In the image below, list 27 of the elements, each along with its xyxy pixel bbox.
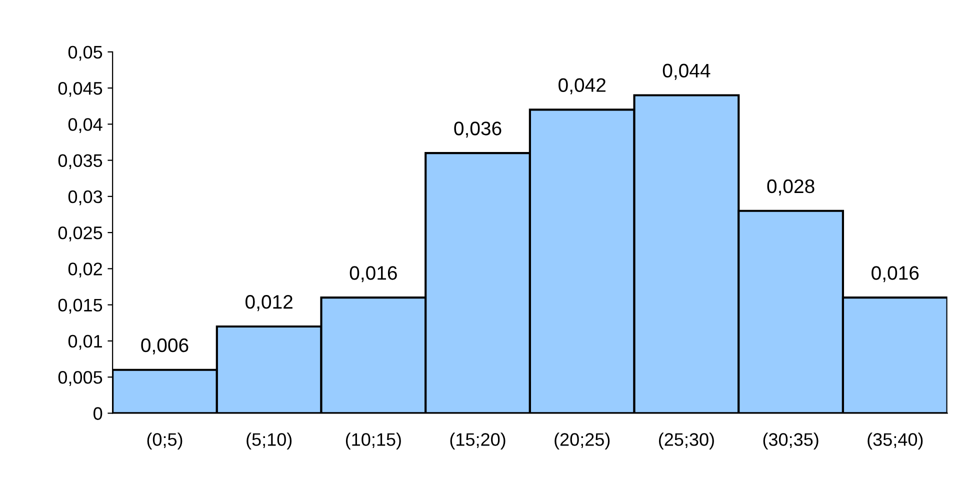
y-tick-label: 0,05	[68, 46, 102, 61]
x-tick-label: (20;25)	[554, 432, 610, 450]
data-label: 0,028	[767, 179, 814, 196]
data-label: 0,036	[454, 122, 502, 138]
x-tick-label: (30;35)	[763, 432, 818, 450]
x-tick-label: (10;15)	[346, 432, 401, 450]
y-tick-label: 0	[94, 407, 102, 420]
data-label: 0,044	[662, 64, 710, 80]
y-tick-label: 0,005	[58, 371, 102, 386]
x-tick-label: (35;40)	[868, 432, 923, 450]
x-tick-label: (5;10)	[246, 432, 292, 450]
y-tick-label: 0,01	[68, 334, 102, 350]
data-label: 0,016	[350, 266, 397, 282]
data-label: 0,006	[141, 338, 188, 354]
y-tick-label: 0,02	[68, 262, 102, 278]
y-tick-label: 0,025	[58, 226, 102, 242]
data-label: 0,042	[558, 78, 606, 94]
y-tick-label: 0,015	[58, 298, 102, 314]
x-tick-label: (15;20)	[450, 432, 506, 450]
y-tick-label: 0,03	[68, 190, 102, 206]
data-label: 0,012	[246, 295, 292, 312]
data-label: 0,016	[872, 266, 919, 282]
y-tick-label: 0,035	[58, 154, 102, 170]
x-tick-label: (25;30)	[658, 432, 714, 450]
x-tick-label: (0;5)	[147, 432, 182, 450]
y-tick-label: 0,045	[58, 82, 102, 97]
y-tick-label: 0,04	[68, 118, 102, 134]
